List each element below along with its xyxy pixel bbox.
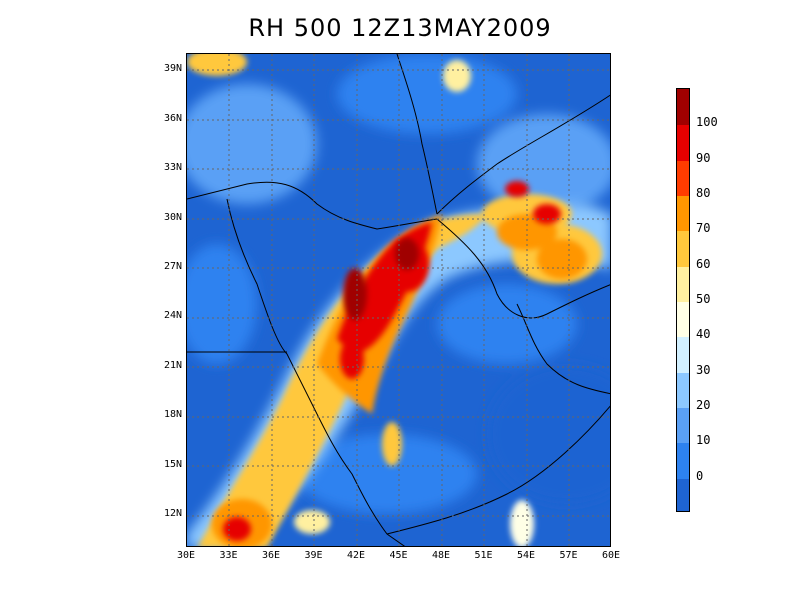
lon-tick-label: 54E bbox=[516, 550, 536, 561]
rh-band-peak bbox=[343, 238, 419, 320]
lat-tick-label: 36N bbox=[163, 112, 182, 124]
colorbar-segment bbox=[677, 442, 689, 479]
colorbar-level-label: 100 bbox=[696, 115, 718, 130]
lat-tick-label: 18N bbox=[163, 409, 182, 421]
colorbar-segment bbox=[677, 407, 689, 444]
lon-tick-label: 33E bbox=[219, 550, 238, 561]
colorbar-level-label: 20 bbox=[696, 398, 711, 412]
lat-tick-label: 24N bbox=[163, 310, 182, 322]
colorbar-level-label: 50 bbox=[696, 292, 711, 306]
colorbar bbox=[676, 88, 690, 512]
rh-field-low bbox=[187, 54, 610, 514]
colorbar-segment bbox=[677, 195, 689, 232]
colorbar-level-label: 90 bbox=[696, 150, 711, 165]
lat-tick-label: 27N bbox=[163, 261, 182, 273]
lat-tick-label: 15N bbox=[163, 458, 182, 470]
colorbar-level-label: 0 bbox=[696, 468, 704, 483]
lon-tick-label: 36E bbox=[261, 550, 281, 561]
colorbar-level-label: 80 bbox=[696, 186, 711, 200]
lon-tick-label: 60E bbox=[601, 550, 621, 561]
lon-tick-label: 45E bbox=[389, 550, 408, 561]
lat-tick-label: 33N bbox=[163, 162, 182, 174]
colorbar-segment bbox=[677, 371, 689, 408]
map-title: RH 500 12Z13MAY2009 bbox=[248, 14, 552, 42]
colorbar-level-label: 10 bbox=[696, 433, 711, 448]
colorbar-segment bbox=[677, 124, 689, 161]
lon-tick-label: 30E bbox=[176, 550, 196, 561]
colorbar-level-label: 70 bbox=[696, 221, 711, 236]
colorbar-segment bbox=[677, 336, 689, 373]
lon-tick-label: 51E bbox=[474, 550, 493, 561]
lon-tick-label: 42E bbox=[346, 550, 366, 561]
colorbar-level-label: 60 bbox=[696, 256, 711, 271]
lat-tick-label: 21N bbox=[163, 359, 182, 371]
lon-tick-label: 48E bbox=[431, 550, 451, 561]
map-plot bbox=[186, 53, 611, 547]
colorbar-level-label: 30 bbox=[696, 362, 711, 377]
colorbar-segment bbox=[677, 89, 689, 126]
lon-tick-label: 57E bbox=[559, 550, 578, 561]
colorbar-segment bbox=[677, 159, 689, 196]
lat-tick-label: 39N bbox=[163, 63, 182, 75]
colorbar-segment bbox=[677, 477, 689, 511]
lat-tick-label: 12N bbox=[163, 508, 182, 520]
colorbar-segment bbox=[677, 230, 689, 267]
lat-lon-grid bbox=[187, 54, 610, 546]
colorbar-level-label: 40 bbox=[696, 327, 711, 342]
lon-tick-label: 39E bbox=[304, 550, 323, 561]
colorbar-segment bbox=[677, 265, 689, 302]
colorbar-segment bbox=[677, 301, 689, 338]
lat-tick-label: 30N bbox=[163, 211, 182, 223]
